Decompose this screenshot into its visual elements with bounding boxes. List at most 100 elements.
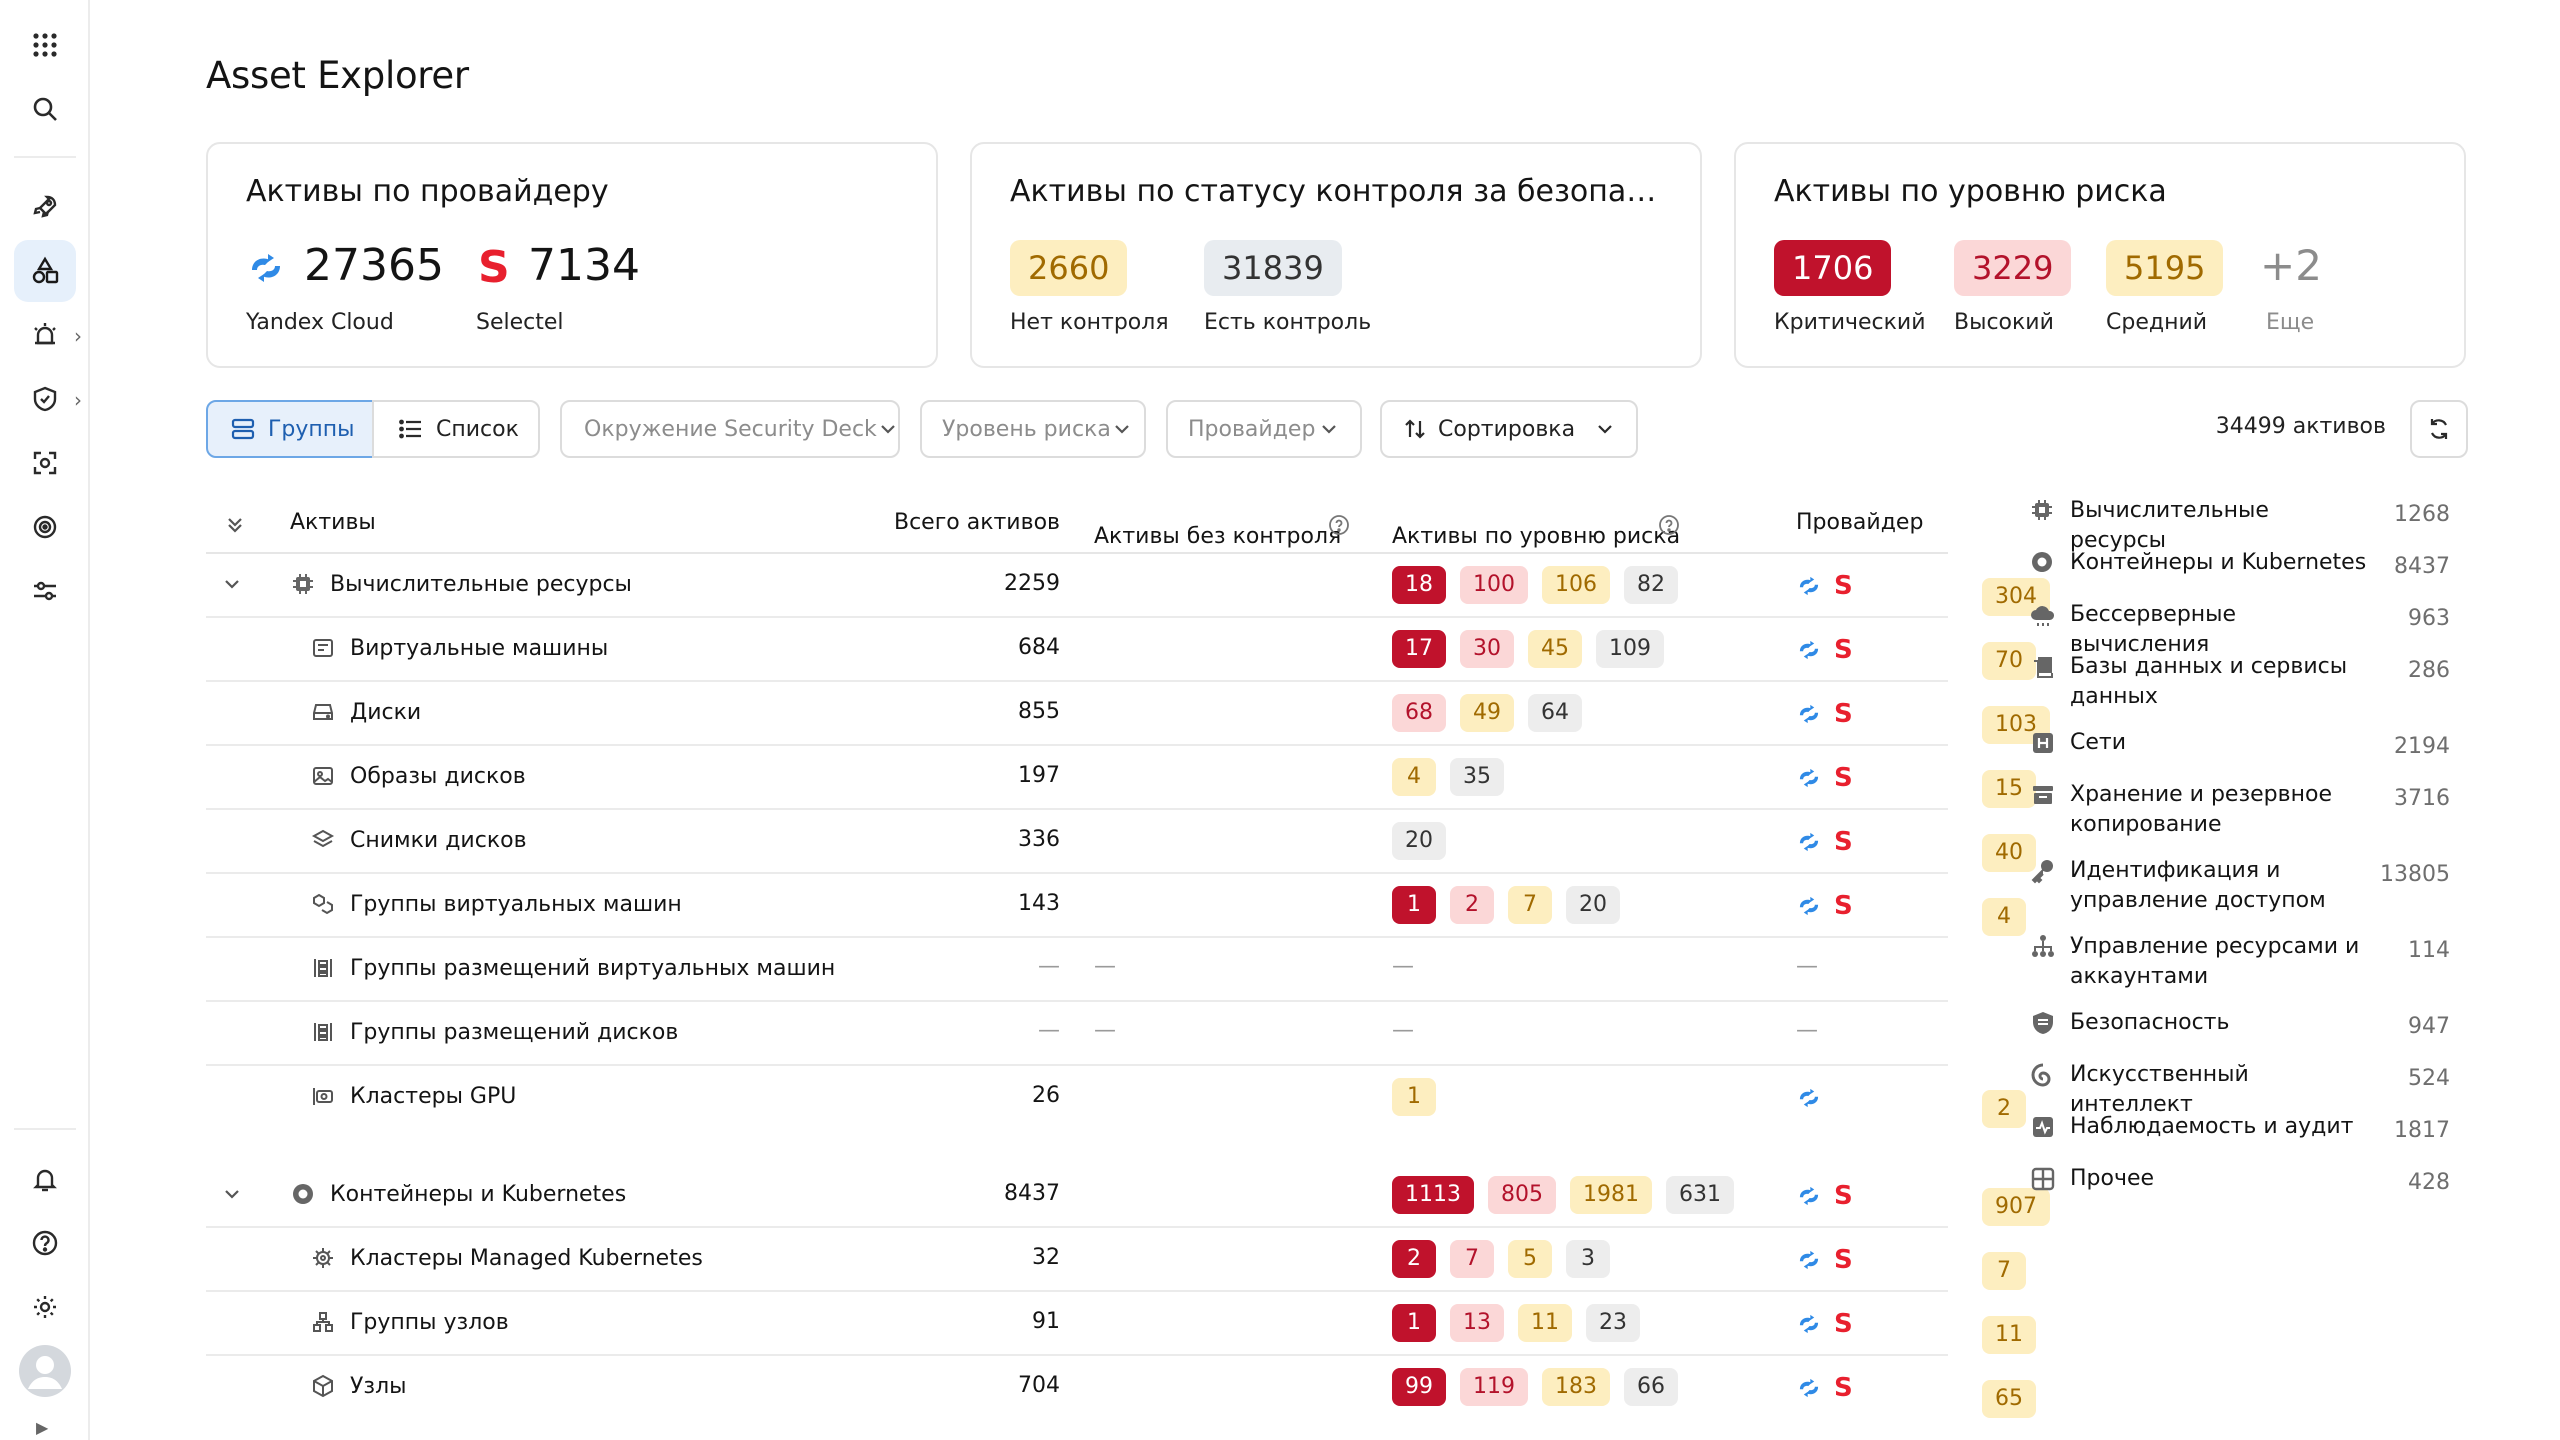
col-assets[interactable]: Активы	[290, 510, 376, 535]
expand-arrow-icon[interactable]: ›	[74, 324, 82, 348]
env-filter-select[interactable]: Окружение Security Deck	[560, 400, 900, 458]
search-icon[interactable]	[14, 78, 76, 140]
refresh-button[interactable]	[2410, 400, 2468, 458]
view-groups-button[interactable]: Группы	[206, 400, 374, 458]
scan-icon[interactable]	[14, 432, 76, 494]
asset-type-name[interactable]: Группы размещений дисков	[310, 1019, 678, 1045]
asset-type-name[interactable]: Группы размещений виртуальных машин	[310, 955, 835, 981]
help-icon[interactable]	[14, 1212, 76, 1274]
risk-high-badge[interactable]: 30	[1460, 630, 1514, 668]
col-provider[interactable]: Провайдер	[1796, 510, 1924, 535]
risk-medium-badge[interactable]: 11	[1518, 1304, 1572, 1342]
risk-medium-badge[interactable]: 5195	[2106, 240, 2224, 296]
risk-critical-badge[interactable]: 1	[1392, 886, 1436, 924]
asset-type-name[interactable]: Виртуальные машины	[310, 635, 608, 661]
uncontrolled-badge[interactable]: 2	[1982, 1090, 2026, 1128]
risk-low-badge[interactable]: 66	[1624, 1368, 1678, 1406]
asset-type-name[interactable]: Диски	[310, 699, 421, 725]
col-total[interactable]: Всего активов	[893, 510, 1060, 535]
uncontrolled-badge[interactable]: 304	[1982, 578, 2050, 616]
collapse-all-icon[interactable]	[224, 514, 246, 536]
alarm-icon[interactable]	[14, 304, 76, 366]
risk-low-badge[interactable]: 3	[1566, 1240, 1610, 1278]
asset-type-name[interactable]: Группы узлов	[310, 1309, 509, 1335]
risk-critical-badge[interactable]: 99	[1392, 1368, 1446, 1406]
asset-type-name[interactable]: Образы дисков	[310, 763, 526, 789]
sliders-icon[interactable]	[14, 560, 76, 622]
table-row[interactable]: Узлы 704 65 99 119 183 66 S	[206, 1356, 2036, 1420]
bell-icon[interactable]	[14, 1148, 76, 1210]
asset-type-name[interactable]: Группы виртуальных машин	[310, 891, 682, 917]
risk-high-badge[interactable]: 119	[1460, 1368, 1528, 1406]
risk-medium-badge[interactable]: 7	[1508, 886, 1552, 924]
shield-icon[interactable]	[14, 368, 76, 430]
uncontrolled-badge[interactable]: 4	[1982, 898, 2026, 936]
uncontrolled-badge[interactable]: 7	[1982, 1252, 2026, 1290]
asset-type-name[interactable]: Вычислительные ресурсы	[290, 571, 632, 597]
risk-low-badge[interactable]: 82	[1624, 566, 1678, 604]
info-icon[interactable]	[1658, 514, 1680, 536]
gear-icon[interactable]	[14, 1276, 76, 1338]
risk-low-badge[interactable]: 631	[1666, 1176, 1734, 1214]
table-row[interactable]: Группы размещений виртуальных машин — — — —	[206, 938, 1948, 1002]
risk-low-badge[interactable]: 64	[1528, 694, 1582, 732]
collapse-group-icon[interactable]	[220, 1182, 244, 1206]
apps-grid-icon[interactable]	[14, 14, 76, 76]
risk-more-label[interactable]: Еще	[2266, 310, 2315, 335]
table-row[interactable]: Группы виртуальных машин 143 4 1 2 7 20 S	[206, 874, 2026, 938]
table-row[interactable]: Группы размещений дисков — — — —	[206, 1002, 1948, 1066]
risk-critical-badge[interactable]: 17	[1392, 630, 1446, 668]
avatar[interactable]	[14, 1340, 76, 1402]
table-row[interactable]: Кластеры Managed Kubernetes 32 7 2 7 5 3 S	[206, 1228, 2026, 1292]
risk-medium-badge[interactable]: 5	[1508, 1240, 1552, 1278]
uncontrolled-badge[interactable]: 15	[1982, 770, 2036, 808]
risk-low-badge[interactable]: 23	[1586, 1304, 1640, 1342]
uncontrolled-badge[interactable]: 70	[1982, 642, 2036, 680]
risk-high-badge[interactable]: 2	[1450, 886, 1494, 924]
risk-critical-badge[interactable]: 18	[1392, 566, 1446, 604]
asset-type-name[interactable]: Кластеры GPU	[310, 1083, 516, 1109]
uncontrolled-badge[interactable]: 65	[1982, 1380, 2036, 1418]
risk-more-value[interactable]: +2	[2260, 241, 2322, 290]
uncontrolled-badge[interactable]: 907	[1982, 1188, 2050, 1226]
table-row[interactable]: Кластеры GPU 26 2 1	[206, 1066, 2026, 1130]
info-icon[interactable]	[1328, 514, 1350, 536]
risk-high-badge[interactable]: 68	[1392, 694, 1446, 732]
risk-filter-select[interactable]: Уровень риска	[920, 400, 1146, 458]
risk-high-badge[interactable]: 3229	[1954, 240, 2072, 296]
has-control-badge[interactable]: 31839	[1204, 240, 1342, 296]
risk-medium-badge[interactable]: 45	[1528, 630, 1582, 668]
sort-button[interactable]: Сортировка	[1380, 400, 1638, 458]
risk-medium-badge[interactable]: 4	[1392, 758, 1436, 796]
risk-high-badge[interactable]: 13	[1450, 1304, 1504, 1342]
provider-filter-select[interactable]: Провайдер	[1166, 400, 1362, 458]
asset-type-name[interactable]: Кластеры Managed Kubernetes	[310, 1245, 703, 1271]
risk-critical-badge[interactable]: 2	[1392, 1240, 1436, 1278]
risk-critical-badge[interactable]: 1706	[1774, 240, 1892, 296]
no-control-badge[interactable]: 2660	[1010, 240, 1128, 296]
risk-medium-badge[interactable]: 49	[1460, 694, 1514, 732]
radar-icon[interactable]	[14, 496, 76, 558]
risk-low-badge[interactable]: 20	[1566, 886, 1620, 924]
risk-medium-badge[interactable]: 183	[1542, 1368, 1610, 1406]
asset-type-name[interactable]: Снимки дисков	[310, 827, 527, 853]
risk-low-badge[interactable]: 35	[1450, 758, 1504, 796]
view-list-button[interactable]: Список	[372, 400, 540, 458]
table-row[interactable]: Образы дисков 197 15 4 35 S	[206, 746, 2036, 810]
collapse-group-icon[interactable]	[220, 572, 244, 596]
risk-low-badge[interactable]: 20	[1392, 822, 1446, 860]
uncontrolled-badge[interactable]: 11	[1982, 1316, 2036, 1354]
asset-type-name[interactable]: Контейнеры и Kubernetes	[290, 1181, 626, 1207]
asset-type-name[interactable]: Узлы	[310, 1373, 407, 1399]
collapse-rail-icon[interactable]: ▶	[36, 1418, 49, 1437]
risk-high-badge[interactable]: 100	[1460, 566, 1528, 604]
risk-medium-badge[interactable]: 1	[1392, 1078, 1436, 1116]
uncontrolled-badge[interactable]: 40	[1982, 834, 2036, 872]
rocket-icon[interactable]	[14, 176, 76, 238]
table-group-row[interactable]: Контейнеры и Kubernetes 8437 907 1113 805 198…	[206, 1164, 2050, 1228]
risk-medium-badge[interactable]: 1981	[1570, 1176, 1652, 1214]
expand-arrow-icon[interactable]: ›	[74, 388, 82, 412]
table-row[interactable]: Группы узлов 91 11 1 13 11 23 S	[206, 1292, 2036, 1356]
risk-high-badge[interactable]: 7	[1450, 1240, 1494, 1278]
assets-shapes-icon[interactable]	[14, 240, 76, 302]
